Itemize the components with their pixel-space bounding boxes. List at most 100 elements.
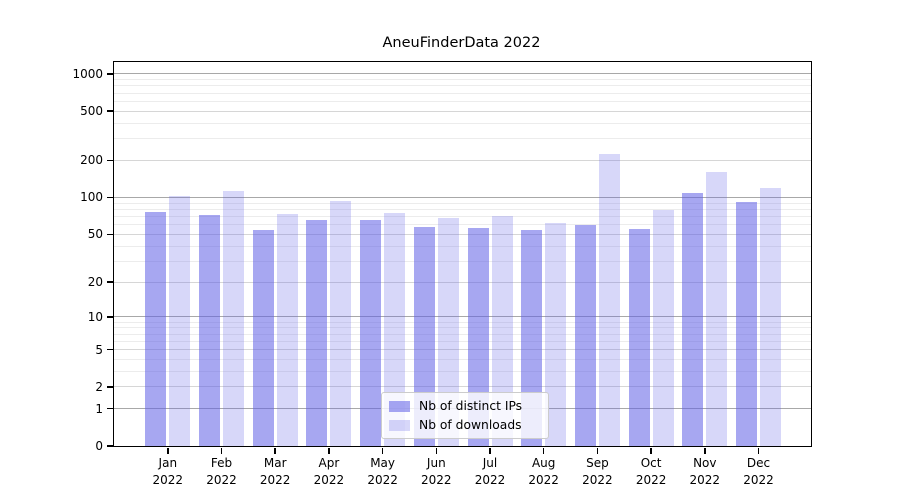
x-tick-sep — [596, 447, 599, 454]
x-tick-oct — [650, 447, 652, 454]
x-tick-apr — [328, 447, 330, 454]
y-tick-50 — [106, 233, 113, 235]
axis-layer: 0 1 2 5 10 20 50 100 200 500 1000 Jan 2022 Feb 2022 Mar… — [72, 62, 811, 487]
gridline-minor-6 — [114, 340, 811, 342]
gridline-minor-3 — [114, 370, 811, 372]
y-tick-200 — [106, 159, 113, 162]
legend-label-downloads: Nb of downloads — [419, 418, 522, 432]
gridline-minor-300 — [114, 138, 811, 140]
bar-downloads-oct — [652, 210, 674, 446]
x-tick-label-sep: Sep 2022 — [582, 456, 613, 487]
bar-downloads-jul — [491, 215, 513, 446]
bar-downloads-sep — [598, 154, 620, 446]
bar-distinct-ips-sep — [574, 224, 596, 446]
x-tick-label-oct: Oct 2022 — [635, 456, 667, 487]
y-tick-label-1: 1 — [95, 401, 103, 416]
gridline-minor-900 — [114, 79, 811, 81]
y-tick-label-2: 2 — [95, 379, 103, 394]
x-tick-jun — [435, 447, 438, 454]
bar-distinct-ips-feb — [199, 214, 220, 446]
gridline-minor-600 — [114, 100, 811, 102]
y-tick-label-20: 20 — [87, 275, 103, 290]
gridline-minor-9 — [114, 321, 811, 323]
y-tick-100 — [106, 196, 113, 199]
gridline-minor-800 — [114, 85, 811, 87]
bar-distinct-ips-jan — [145, 212, 167, 446]
bar-distinct-ips-jun — [413, 227, 435, 446]
y-tick-label-0: 0 — [95, 439, 103, 453]
bar-downloads-may — [384, 212, 406, 446]
x-tick-label-dec: Dec 2022 — [743, 456, 774, 487]
bar-distinct-ips-apr — [306, 220, 328, 446]
bars-layer — [114, 62, 811, 446]
x-tick-dec — [757, 447, 760, 454]
bar-downloads-jan — [169, 195, 191, 446]
gridline-5 — [114, 349, 811, 350]
y-tick-0 — [106, 445, 113, 447]
bar-distinct-ips-oct — [628, 229, 650, 446]
legend-swatch-downloads — [389, 419, 410, 431]
y-tick-label-50: 50 — [87, 227, 103, 242]
bar-downloads-feb — [223, 191, 244, 446]
gridline-minor-400 — [114, 122, 811, 124]
legend-entry-downloads: Nb of downloads — [389, 418, 539, 432]
x-tick-may — [381, 447, 384, 454]
gridline-200 — [114, 159, 811, 161]
gridline-minor-90 — [114, 202, 811, 204]
x-tick-aug — [542, 447, 545, 454]
y-tick-2 — [106, 386, 113, 388]
bar-distinct-ips-jul — [467, 228, 489, 446]
y-tick-1000 — [106, 73, 113, 75]
gridline-100 — [114, 196, 811, 198]
chart-title: AneuFinderData 2022 — [382, 35, 541, 51]
x-tick-label-jun: Jun 2022 — [421, 456, 452, 487]
gridline-minor-80 — [114, 208, 811, 210]
legend-swatch-distinct-ips — [389, 400, 410, 412]
gridline-500 — [114, 110, 811, 112]
gridline-50 — [114, 233, 811, 235]
gridline-minor-700 — [114, 92, 811, 94]
gridline-minor-60 — [114, 224, 811, 226]
y-tick-10 — [106, 316, 113, 318]
legend: Nb of distinct IPs Nb of downloads — [381, 392, 549, 439]
bar-distinct-ips-may — [360, 219, 382, 446]
gridline-minor-70 — [114, 215, 811, 217]
y-tick-label-10: 10 — [87, 309, 103, 324]
x-tick-label-jul: Jul 2022 — [474, 456, 506, 487]
legend-label-distinct-ips: Nb of distinct IPs — [419, 399, 523, 413]
x-tick-nov — [704, 447, 706, 454]
bar-downloads-aug — [545, 222, 567, 446]
y-tick-label-100: 100 — [80, 190, 103, 205]
x-tick-jul — [489, 447, 491, 454]
y-tick-label-5: 5 — [95, 342, 103, 357]
x-tick-label-mar: Mar 2022 — [259, 456, 291, 487]
gridline-minor-4 — [114, 358, 811, 360]
y-tick-20 — [106, 281, 113, 283]
legend-entry-distinct-ips: Nb of distinct IPs — [389, 399, 539, 413]
bar-downloads-dec — [760, 187, 781, 446]
y-tick-label-1000: 1000 — [72, 66, 103, 81]
x-tick-label-nov: Nov 2022 — [689, 456, 721, 487]
y-tick-500 — [106, 110, 113, 112]
bar-distinct-ips-nov — [682, 193, 704, 446]
bar-downloads-apr — [330, 201, 352, 446]
gridline-minor-8 — [114, 327, 811, 329]
gridline-1000 — [114, 73, 811, 75]
bar-downloads-nov — [706, 172, 728, 446]
x-tick-feb — [220, 447, 223, 454]
gridline-minor-7 — [114, 333, 811, 335]
bar-downloads-jun — [437, 217, 459, 446]
y-tick-label-200: 200 — [80, 153, 103, 168]
bar-distinct-ips-mar — [252, 230, 274, 446]
plot-area: 0 1 2 5 10 20 50 100 200 500 1000 Jan 2022 Feb 2022 Mar… — [72, 61, 812, 487]
gridline-2 — [114, 386, 811, 388]
x-tick-label-aug: Aug 2022 — [528, 456, 559, 487]
x-tick-label-feb: Feb 2022 — [206, 456, 237, 487]
gridline-minor-40 — [114, 245, 811, 247]
x-tick-mar — [274, 447, 276, 454]
y-tick-5 — [106, 348, 113, 351]
gridline-minor-30 — [114, 260, 811, 262]
x-tick-label-may: May 2022 — [367, 456, 398, 487]
x-tick-jan — [167, 447, 169, 454]
